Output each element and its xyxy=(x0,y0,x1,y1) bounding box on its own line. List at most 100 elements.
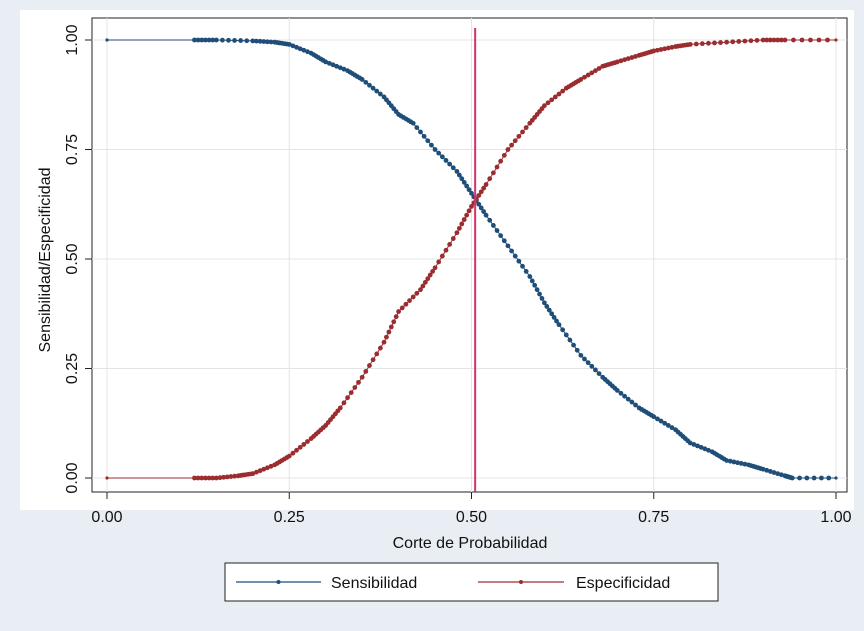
data-point xyxy=(459,176,465,182)
data-point xyxy=(432,265,438,271)
data-point xyxy=(464,212,470,218)
data-point xyxy=(345,395,350,401)
data-point xyxy=(476,193,482,198)
data-point xyxy=(654,47,660,53)
data-point xyxy=(578,77,584,82)
x-tick-label: 0.75 xyxy=(638,509,669,526)
data-point xyxy=(454,169,460,174)
data-point xyxy=(436,259,442,265)
data-point xyxy=(658,47,664,52)
data-point xyxy=(305,49,310,55)
data-point xyxy=(625,396,631,402)
data-point xyxy=(250,38,256,44)
legend-label: Especificidad xyxy=(576,575,670,592)
data-point xyxy=(622,393,627,399)
data-point xyxy=(466,208,472,214)
data-point xyxy=(341,400,347,406)
data-point xyxy=(254,38,259,44)
data-point xyxy=(105,38,109,42)
data-point xyxy=(665,45,671,51)
data-point xyxy=(614,388,620,393)
data-point xyxy=(789,475,795,481)
data-point xyxy=(297,444,303,450)
data-point xyxy=(414,290,420,296)
data-point xyxy=(625,56,631,62)
data-point xyxy=(476,201,482,207)
data-point xyxy=(456,172,462,178)
data-point xyxy=(359,374,365,380)
data-point xyxy=(447,242,453,247)
data-point xyxy=(742,461,748,467)
data-point xyxy=(771,37,777,43)
data-point xyxy=(341,66,347,72)
data-point xyxy=(199,475,205,481)
data-point xyxy=(257,468,263,474)
data-point xyxy=(834,38,838,42)
legend-label: Sensibilidad xyxy=(331,575,417,592)
data-point xyxy=(420,283,426,289)
data-point xyxy=(323,59,329,65)
data-point xyxy=(582,356,587,362)
data-point xyxy=(695,443,700,449)
data-point xyxy=(596,66,602,71)
data-point xyxy=(464,183,470,189)
data-point xyxy=(698,444,704,450)
data-point xyxy=(334,63,340,69)
data-point xyxy=(546,307,552,313)
data-point xyxy=(542,103,547,109)
data-point xyxy=(443,158,449,163)
legend: Sensibilidad Especificidad xyxy=(224,562,719,602)
data-point xyxy=(377,345,383,351)
data-point xyxy=(622,57,627,63)
data-point xyxy=(582,74,587,80)
data-point xyxy=(501,152,507,158)
data-point xyxy=(730,39,736,45)
data-point xyxy=(560,327,566,333)
data-point xyxy=(554,318,559,324)
data-point xyxy=(105,476,109,480)
data-point xyxy=(481,185,487,191)
data-point xyxy=(384,334,389,340)
data-point xyxy=(436,150,442,156)
data-point xyxy=(370,85,376,91)
x-tick-label: 0.50 xyxy=(456,509,487,526)
data-point xyxy=(702,446,708,452)
data-point xyxy=(337,405,343,411)
data-point xyxy=(834,476,838,480)
data-point xyxy=(261,466,267,472)
data-point xyxy=(381,339,387,345)
data-point xyxy=(589,363,595,369)
plot-area xyxy=(91,17,848,493)
data-point xyxy=(410,294,416,300)
data-point xyxy=(494,228,500,233)
data-point xyxy=(443,247,449,253)
data-point xyxy=(534,287,540,293)
data-point xyxy=(232,473,237,479)
data-point xyxy=(669,425,675,431)
data-point xyxy=(268,39,274,45)
data-point xyxy=(238,38,244,43)
data-point xyxy=(393,314,399,320)
data-point xyxy=(799,37,805,43)
data-point xyxy=(391,319,397,325)
data-point xyxy=(596,371,602,377)
data-point xyxy=(286,41,292,47)
x-axis-label: Corte de Probabilidad xyxy=(393,535,548,552)
data-point xyxy=(552,94,558,100)
data-point xyxy=(618,58,624,64)
data-point xyxy=(706,40,711,46)
data-point xyxy=(469,204,474,209)
data-point xyxy=(791,37,796,43)
data-point xyxy=(771,470,777,475)
data-point xyxy=(560,88,566,94)
data-point xyxy=(738,461,744,466)
data-point xyxy=(542,300,547,306)
data-point xyxy=(571,342,576,348)
data-point xyxy=(826,475,832,481)
data-point xyxy=(257,38,263,44)
data-point xyxy=(731,459,737,465)
data-point xyxy=(301,442,307,447)
data-point xyxy=(742,38,748,44)
data-point xyxy=(487,217,493,223)
data-point xyxy=(439,154,445,160)
